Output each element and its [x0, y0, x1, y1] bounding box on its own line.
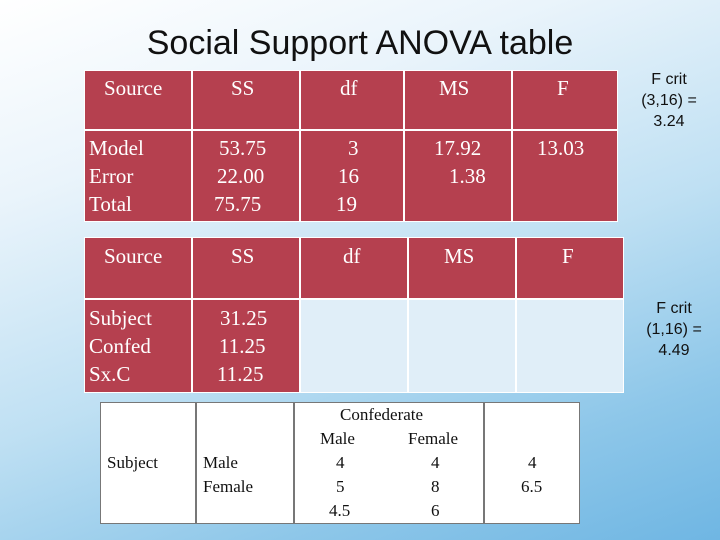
means-row-male: Male [203, 453, 238, 472]
means-col-male: Male [320, 429, 355, 448]
means-row-factor-cell [100, 402, 196, 524]
means-col-factor: Confederate [340, 405, 424, 424]
t2-ss-cell [192, 299, 300, 393]
t2-header-source-cell [84, 237, 192, 299]
t1-ms-error: 1.38 [449, 164, 486, 188]
page-title: Social Support ANOVA table [146, 24, 574, 62]
means-row-labels-cell [196, 402, 294, 524]
t2-header-ss-cell [192, 237, 300, 299]
t2-ms-cell [408, 299, 516, 393]
t1-ms-cell [404, 130, 512, 222]
means-cell-male-female: 4 [431, 453, 440, 472]
t1-df-cell [300, 130, 404, 222]
means-cell-female-female: 8 [431, 477, 440, 496]
t2-header-ss: SS [231, 244, 255, 268]
t1-source-model: Model [89, 136, 144, 160]
t1-ss-error: 22.00 [217, 164, 265, 188]
t1-source-total: Total [89, 192, 132, 216]
t2-header-f: F [562, 244, 574, 268]
fcrit2-line1: F crit [656, 300, 692, 317]
t2-ss-subject: 31.25 [220, 306, 268, 330]
fcrit1-line3: 3.24 [653, 113, 685, 130]
means-cell-female-male: 5 [336, 477, 345, 496]
t1-source-error: Error [89, 164, 134, 188]
t2-f-cell [516, 299, 624, 393]
means-row-mean-male: 4 [528, 453, 537, 472]
means-col-female: Female [408, 429, 459, 448]
fcrit2-line3: 4.49 [658, 342, 690, 359]
means-cells-cell [294, 402, 484, 524]
t1-header-ms: MS [439, 76, 470, 100]
t2-source-confed: Confed [89, 334, 151, 358]
t1-header-source: Source [104, 76, 163, 100]
t1-df-total: 19 [336, 192, 357, 216]
t2-df-cell [300, 299, 408, 393]
fcrit-note-2: F crit (1,16) = 4.49 [630, 298, 718, 361]
t1-f-model: 13.03 [537, 136, 585, 160]
t2-header-source: Source [104, 244, 163, 268]
t1-df-model: 3 [348, 136, 359, 160]
t2-header-df-cell [300, 237, 408, 299]
t1-header-f-cell [512, 70, 618, 130]
means-cell-male-male: 4 [336, 453, 345, 472]
t2-header-f-cell [516, 237, 624, 299]
t2-header-ms: MS [444, 244, 475, 268]
t1-header-source-cell [84, 70, 192, 130]
t1-header-df: df [340, 76, 358, 100]
t2-source-sxc: Sx.C [89, 362, 131, 386]
means-row-factor: Subject [107, 453, 158, 472]
t1-ms-model: 17.92 [434, 136, 482, 160]
t1-header-df-cell [300, 70, 404, 130]
means-col-mean-male: 4.5 [329, 501, 351, 520]
means-col-mean-female: 6 [431, 501, 440, 520]
t2-header-df: df [343, 244, 361, 268]
t2-ss-confed: 11.25 [219, 334, 266, 358]
fcrit1-line1: F crit [651, 71, 687, 88]
t2-ss-sxc: 11.25 [217, 362, 264, 386]
t1-ss-total: 75.75 [214, 192, 262, 216]
t1-header-ss: SS [231, 76, 255, 100]
t1-ss-model: 53.75 [219, 136, 267, 160]
t1-source-cell [84, 130, 192, 222]
t2-source-cell [84, 299, 192, 393]
t1-header-f: F [557, 76, 569, 100]
t1-header-ss-cell [192, 70, 300, 130]
means-row-mean-female: 6.5 [521, 477, 543, 496]
fcrit-note-1: F crit (3,16) = 3.24 [626, 69, 712, 132]
means-row-means-cell [484, 402, 580, 524]
t1-df-error: 16 [338, 164, 359, 188]
fcrit2-line2: (1,16) = [646, 321, 702, 338]
means-row-female: Female [203, 477, 254, 496]
t1-f-cell [512, 130, 618, 222]
t2-header-ms-cell [408, 237, 516, 299]
t2-source-subject: Subject [89, 306, 152, 330]
fcrit1-line2: (3,16) = [641, 92, 697, 109]
t1-header-ms-cell [404, 70, 512, 130]
t1-ss-cell [192, 130, 300, 222]
